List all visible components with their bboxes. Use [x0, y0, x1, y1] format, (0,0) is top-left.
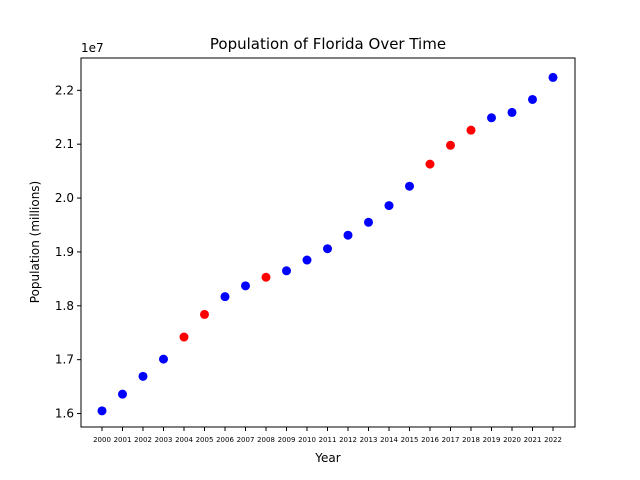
data-point [466, 125, 476, 135]
x-tick-label: 2009 [278, 436, 296, 444]
y-tick-label: 2.2 [55, 83, 74, 97]
x-tick-label: 2008 [257, 436, 275, 444]
x-tick-label: 2000 [93, 436, 111, 444]
data-point [282, 266, 291, 276]
y-offset-label: 1e7 [81, 41, 104, 55]
data-point [528, 94, 537, 104]
x-tick-label: 2014 [380, 436, 398, 444]
x-tick-label: 2013 [360, 436, 378, 444]
data-point [159, 354, 168, 364]
y-tick-label: 2.1 [55, 137, 74, 151]
chart-title: Population of Florida Over Time [210, 35, 446, 53]
data-point [405, 181, 414, 191]
x-tick-label: 2020 [503, 436, 521, 444]
y-tick-label: 1.7 [55, 353, 74, 367]
x-tick-label: 2004 [175, 436, 193, 444]
x-tick-label: 2021 [524, 436, 542, 444]
data-point [343, 230, 353, 240]
y-tick-label: 1.6 [55, 407, 74, 421]
x-tick-label: 2010 [298, 436, 316, 444]
x-tick-label: 2001 [114, 436, 132, 444]
data-point [97, 406, 107, 416]
y-tick-label: 1.9 [55, 245, 74, 259]
data-point [302, 255, 312, 265]
data-point [138, 371, 148, 381]
data-point [118, 389, 127, 399]
x-tick-label: 2019 [483, 436, 501, 444]
x-tick-label: 2011 [319, 436, 337, 444]
x-tick-label: 2005 [196, 436, 214, 444]
x-tick-label: 2003 [155, 436, 173, 444]
y-tick-label: 1.8 [55, 299, 74, 313]
data-point [384, 201, 394, 211]
data-point [548, 72, 558, 82]
y-axis-label: Population (millions) [28, 181, 42, 303]
x-axis-label: Year [314, 451, 340, 465]
x-tick-label: 2007 [237, 436, 255, 444]
data-point [446, 140, 455, 150]
data-point [507, 107, 517, 117]
x-tick-label: 2016 [421, 436, 439, 444]
data-point [425, 159, 435, 169]
data-point [241, 281, 250, 291]
x-tick-label: 2015 [401, 436, 419, 444]
x-tick-label: 2002 [134, 436, 152, 444]
data-point [487, 113, 496, 123]
data-point [220, 292, 230, 302]
x-tick-label: 2006 [216, 436, 234, 444]
data-point [364, 217, 373, 227]
x-tick-label: 2012 [339, 436, 357, 444]
data-point [179, 332, 189, 342]
x-tick-label: 2022 [544, 436, 562, 444]
data-point [261, 272, 271, 282]
data-point [200, 309, 209, 319]
data-point [323, 244, 332, 254]
y-tick-label: 2.0 [55, 191, 74, 205]
x-tick-label: 2017 [442, 436, 460, 444]
x-tick-label: 2018 [462, 436, 480, 444]
